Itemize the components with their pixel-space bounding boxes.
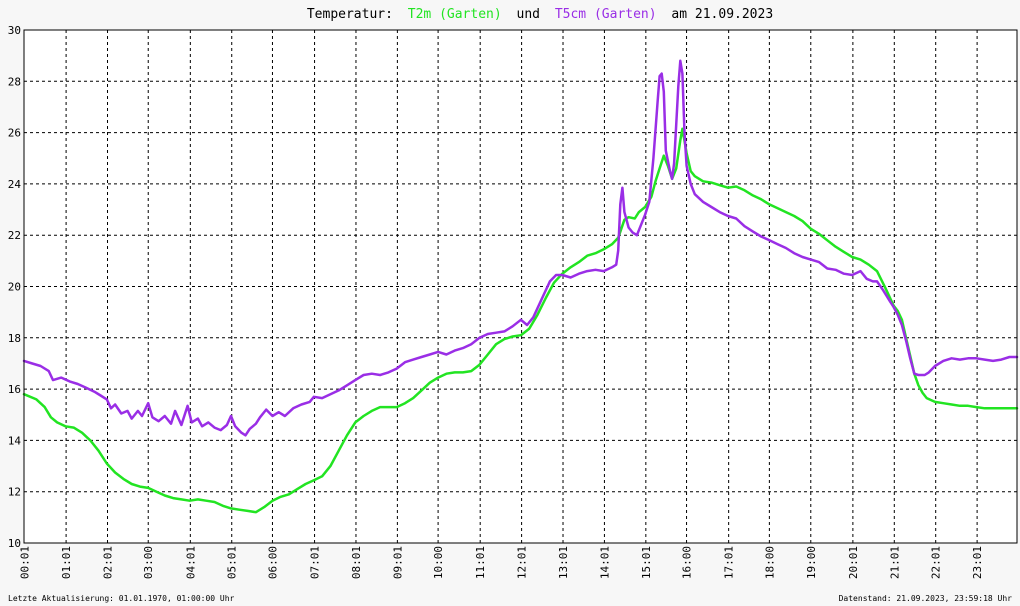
y-tick-label: 18	[8, 332, 21, 345]
x-tick-label: 18:00	[763, 546, 776, 579]
plot-area	[24, 30, 1017, 543]
x-tick-label: 02:01	[102, 546, 115, 579]
x-tick-label: 17:01	[723, 546, 736, 579]
x-tick-label: 12:01	[516, 546, 529, 579]
legend-series-t5cm: T5cm (Garten)	[555, 7, 657, 22]
y-tick-label: 12	[8, 486, 21, 499]
x-axis-ticks: 00:01 01:01 02:01 03:00 04:01 05:01 06:00 07:01…	[19, 546, 984, 579]
x-tick-label: 20:01	[847, 546, 860, 579]
x-tick-label: 05:01	[226, 546, 239, 579]
y-tick-label: 24	[8, 178, 22, 191]
plot-frame	[23, 29, 1018, 544]
x-tick-label: 23:01	[971, 546, 984, 579]
y-tick-label: 26	[8, 127, 21, 140]
title-suffix: am 21.09.2023	[671, 7, 773, 22]
y-tick-label: 10	[8, 537, 21, 550]
x-tick-label: 09:01	[391, 546, 404, 579]
x-tick-label: 15:01	[640, 546, 653, 579]
x-tick-label: 16:00	[681, 546, 694, 579]
y-tick-label: 22	[8, 229, 21, 242]
x-tick-label: 13:01	[557, 546, 570, 579]
title-connector: und	[517, 7, 540, 22]
y-tick-label: 16	[8, 383, 21, 396]
x-tick-label: 03:00	[142, 546, 155, 579]
series-layer	[22, 59, 1019, 514]
x-tick-label: 01:01	[60, 546, 73, 579]
chart-title: Temperatur: T2m (Garten) und T5cm (Garte…	[307, 7, 773, 22]
y-tick-label: 30	[8, 24, 21, 37]
footer-data-status: Datenstand: 21.09.2023, 23:59:18 Uhr	[839, 594, 1013, 603]
x-tick-label: 04:01	[184, 546, 197, 579]
x-tick-label: 19:00	[805, 546, 818, 579]
x-tick-label: 21:01	[888, 546, 901, 579]
footer-last-update: Letzte Aktualisierung: 01.01.1970, 01:00…	[8, 594, 235, 603]
x-tick-label: 14:01	[598, 546, 611, 579]
y-axis-ticks: 10 12 14 16 18 20 22 24 26 28 30	[8, 24, 22, 550]
x-tick-label: 07:01	[309, 546, 322, 579]
x-tick-label: 08:01	[350, 546, 363, 579]
legend-series-t2m: T2m (Garten)	[408, 7, 502, 22]
y-tick-label: 28	[8, 75, 21, 88]
x-tick-label: 00:01	[19, 546, 32, 579]
y-tick-label: 14	[8, 434, 22, 447]
series-line-t5cm	[22, 59, 1019, 437]
series-line-t2m	[22, 127, 1019, 514]
x-tick-label: 06:00	[266, 546, 279, 579]
grid	[24, 30, 1017, 543]
x-tick-label: 11:01	[474, 546, 487, 579]
y-tick-label: 20	[8, 281, 21, 294]
title-prefix: Temperatur:	[307, 7, 393, 22]
x-tick-label: 22:01	[930, 546, 943, 579]
x-tick-label: 10:00	[432, 546, 445, 579]
